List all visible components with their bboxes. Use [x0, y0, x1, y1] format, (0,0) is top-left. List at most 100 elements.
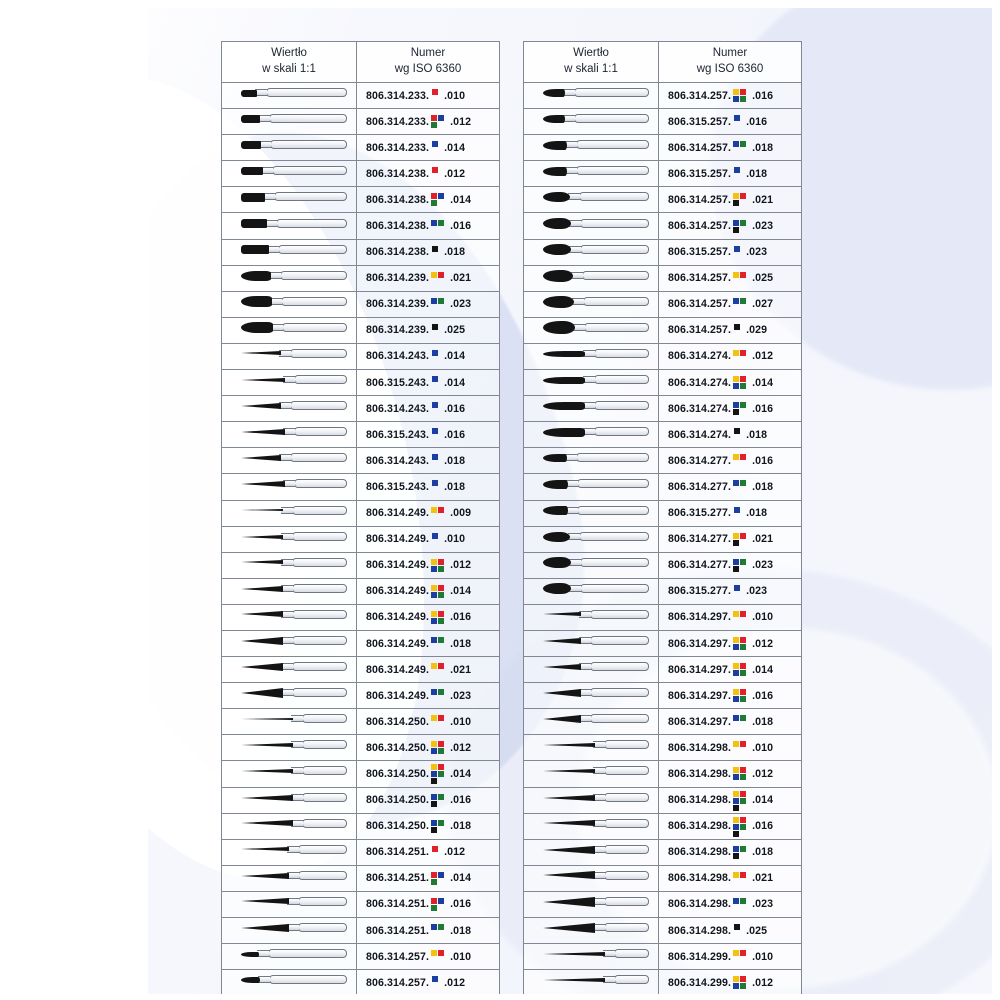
- table-row[interactable]: 806.314.257. .010: [221, 943, 500, 971]
- bur-number-cell: 806.314.277. .018: [658, 473, 802, 501]
- table-row[interactable]: 806.314.257. .016: [523, 81, 802, 110]
- table-row[interactable]: 806.314.257. .012: [221, 969, 500, 994]
- bur-neck: [257, 950, 269, 958]
- table-row[interactable]: 806.314.257. .023: [523, 212, 802, 240]
- table-row[interactable]: 806.314.298. .014: [523, 786, 802, 814]
- iso-code: 806.314.251.: [366, 898, 430, 911]
- color-square-black: [431, 826, 438, 833]
- table-row[interactable]: 806.314.257. .018: [523, 134, 802, 162]
- table-row[interactable]: 806.314.274. .016: [523, 395, 802, 423]
- bur-neck: [287, 924, 299, 932]
- color-square-blue: [733, 983, 740, 990]
- table-row[interactable]: 806.314.250. .012: [221, 734, 500, 762]
- color-square-blue: [733, 823, 740, 830]
- table-row[interactable]: 806.314.238. .012: [221, 160, 500, 188]
- table-row[interactable]: 806.314.238. .014: [221, 186, 500, 214]
- table-row[interactable]: 806.314.238. .016: [221, 212, 500, 240]
- bur-neck: [568, 193, 580, 201]
- table-row[interactable]: 806.314.277. .018: [523, 473, 802, 501]
- table-row[interactable]: 806.314.251. .012: [221, 838, 500, 866]
- table-row[interactable]: 806.314.239. .025: [221, 316, 500, 344]
- table-row[interactable]: 806.314.277. .023: [523, 551, 802, 579]
- bur-head: [241, 480, 285, 487]
- color-square-green: [740, 96, 747, 103]
- table-row[interactable]: 806.315.257. .023: [523, 238, 802, 266]
- table-row[interactable]: 806.314.250. .016: [221, 786, 500, 814]
- table-row[interactable]: 806.314.249. .023: [221, 682, 500, 710]
- table-row[interactable]: 806.314.257. .025: [523, 264, 802, 292]
- color-code-chip: [431, 270, 448, 287]
- table-row[interactable]: 806.314.249. .018: [221, 629, 500, 658]
- table-row[interactable]: 806.314.243. .014: [221, 342, 500, 371]
- table-row[interactable]: 806.314.298. .016: [523, 812, 802, 840]
- table-row[interactable]: 806.314.249. .014: [221, 577, 500, 605]
- color-code-chip: [431, 609, 448, 626]
- bur-number-cell: 806.314.257. .018: [658, 134, 802, 162]
- table-row[interactable]: 806.314.297. .018: [523, 708, 802, 736]
- table-row[interactable]: 806.314.249. .009: [221, 499, 500, 527]
- table-row[interactable]: 806.314.297. .016: [523, 682, 802, 710]
- table-row[interactable]: 806.314.238. .018: [221, 238, 500, 266]
- table-row[interactable]: 806.314.298. .021: [523, 864, 802, 892]
- bur-shank: [582, 270, 649, 280]
- bur-illustration-egg: [531, 527, 651, 547]
- table-row[interactable]: 806.314.249. .021: [221, 656, 500, 684]
- table-row[interactable]: 806.314.233. .012: [221, 108, 500, 136]
- color-square-red: [432, 845, 439, 852]
- table-row[interactable]: 806.315.257. .016: [523, 108, 802, 136]
- table-row[interactable]: 806.314.274. .012: [523, 342, 802, 371]
- color-square-blue: [733, 696, 740, 703]
- table-row[interactable]: 806.314.239. .021: [221, 264, 500, 292]
- color-square-blue: [733, 141, 740, 148]
- table-row[interactable]: 806.314.298. .023: [523, 890, 802, 919]
- table-row[interactable]: 806.314.274. .018: [523, 421, 802, 449]
- table-row[interactable]: 806.314.297. .014: [523, 656, 802, 684]
- table-row[interactable]: 806.314.257. .021: [523, 186, 802, 214]
- table-row[interactable]: 806.314.243. .018: [221, 447, 500, 475]
- table-row[interactable]: 806.314.233. .010: [221, 81, 500, 110]
- table-row[interactable]: 806.315.243. .018: [221, 473, 500, 501]
- table-row[interactable]: 806.314.250. .018: [221, 812, 500, 840]
- bur-neck: [283, 428, 295, 436]
- bur-shank: [290, 348, 347, 358]
- table-row[interactable]: 806.314.243. .016: [221, 395, 500, 423]
- bur-number-wrap: 806.314.257. .025: [659, 270, 801, 287]
- iso-size: .010: [752, 950, 774, 963]
- table-row[interactable]: 806.314.239. .023: [221, 290, 500, 318]
- table-row[interactable]: 806.314.277. .021: [523, 525, 802, 553]
- table-row[interactable]: 806.314.298. .010: [523, 734, 802, 762]
- table-row[interactable]: 806.314.250. .010: [221, 708, 500, 736]
- table-row[interactable]: 806.314.249. .012: [221, 551, 500, 579]
- iso-code: 806.314.249.: [366, 585, 430, 598]
- table-row[interactable]: 806.315.257. .018: [523, 160, 802, 188]
- bur-head: [241, 322, 273, 334]
- table-row[interactable]: 806.314.298. .018: [523, 838, 802, 866]
- table-row[interactable]: 806.314.274. .014: [523, 369, 802, 397]
- table-row[interactable]: 806.314.251. .014: [221, 864, 500, 892]
- table-row[interactable]: 806.314.298. .025: [523, 916, 802, 945]
- color-square-red: [740, 689, 747, 696]
- column-header-picture: Wiertło w skali 1:1: [523, 41, 659, 83]
- table-row[interactable]: 806.314.233. .014: [221, 134, 500, 162]
- table-row[interactable]: 806.314.299. .010: [523, 943, 802, 971]
- table-row[interactable]: 806.314.299. .012: [523, 969, 802, 994]
- table-row[interactable]: 806.314.251. .018: [221, 916, 500, 945]
- table-row[interactable]: 806.315.277. .023: [523, 577, 802, 605]
- table-row[interactable]: 806.314.297. .012: [523, 629, 802, 658]
- color-square-yellow: [733, 532, 740, 539]
- bur-picture-cell: [523, 812, 659, 840]
- bur-shank: [604, 766, 649, 776]
- table-row[interactable]: 806.314.250. .014: [221, 760, 500, 788]
- table-row[interactable]: 806.314.297. .010: [523, 603, 802, 631]
- table-row[interactable]: 806.314.249. .010: [221, 525, 500, 553]
- table-row[interactable]: 806.314.257. .029: [523, 316, 802, 344]
- table-row[interactable]: 806.315.243. .014: [221, 369, 500, 397]
- table-row[interactable]: 806.315.277. .018: [523, 499, 802, 527]
- table-row[interactable]: 806.314.277. .016: [523, 447, 802, 475]
- bur-number-cell: 806.314.249. .012: [356, 551, 500, 579]
- table-row[interactable]: 806.314.298. .012: [523, 760, 802, 788]
- table-row[interactable]: 806.314.251. .016: [221, 890, 500, 919]
- table-row[interactable]: 806.314.257. .027: [523, 290, 802, 318]
- table-row[interactable]: 806.314.249. .016: [221, 603, 500, 631]
- table-row[interactable]: 806.315.243. .016: [221, 421, 500, 449]
